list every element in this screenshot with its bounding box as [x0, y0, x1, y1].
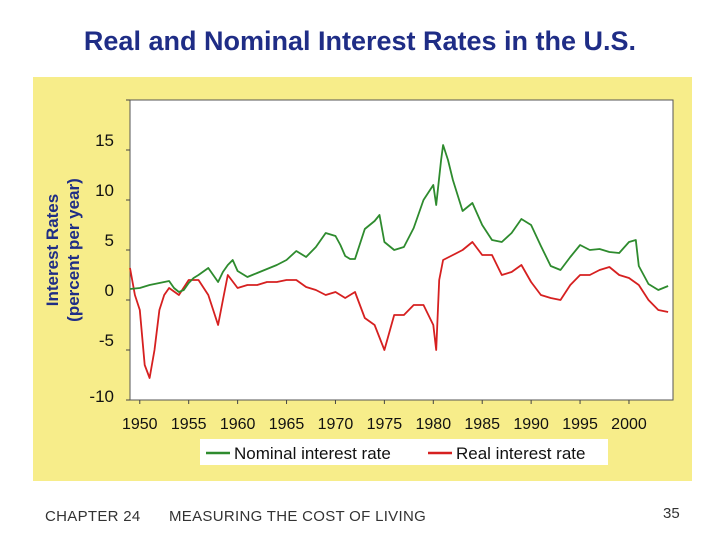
x-tick-label: 1950 — [122, 416, 158, 433]
y-axis-label-line2: (percent per year) — [64, 178, 83, 322]
x-tick-label: 1965 — [269, 416, 305, 433]
x-tick-label: 1980 — [416, 416, 452, 433]
x-tick-label: 1975 — [367, 416, 403, 433]
plot-area — [129, 99, 674, 401]
y-tick-label: 15 — [95, 131, 114, 150]
x-tick-label: 1995 — [562, 416, 598, 433]
y-tick-label: 5 — [105, 231, 114, 250]
y-tick-label: -5 — [99, 331, 114, 350]
interest-rate-chart: -10 -5 0 5 10 15 1950 1955 1960 1965 1970 1975 1980 1… — [43, 99, 674, 465]
x-tick-label: 1970 — [318, 416, 354, 433]
y-tick-label: 10 — [95, 181, 114, 200]
y-tick-label: -10 — [89, 387, 114, 406]
chart-panel: -10 -5 0 5 10 15 1950 1955 1960 1965 1970 1975 1980 1… — [33, 77, 692, 481]
footer-subtitle: MEASURING THE COST OF LIVING — [169, 508, 427, 525]
legend-label-nominal: Nominal interest rate — [234, 444, 391, 463]
slide-title: Real and Nominal Interest Rates in the U… — [83, 26, 637, 56]
y-tick-label: 0 — [105, 281, 114, 300]
x-tick-label: 1990 — [513, 416, 549, 433]
page-number: 35 — [663, 505, 680, 522]
y-axis-label-line1: Interest Rates — [43, 194, 62, 306]
x-tick-label: 1960 — [220, 416, 256, 433]
x-tick-label: 1985 — [464, 416, 500, 433]
footer-chapter: CHAPTER 24 — [45, 508, 141, 525]
legend-box — [200, 439, 608, 465]
legend-label-real: Real interest rate — [456, 444, 585, 463]
nominal-rate-line — [129, 144, 669, 293]
x-tick-label: 2000 — [611, 416, 647, 433]
x-tick-label: 1955 — [171, 416, 207, 433]
